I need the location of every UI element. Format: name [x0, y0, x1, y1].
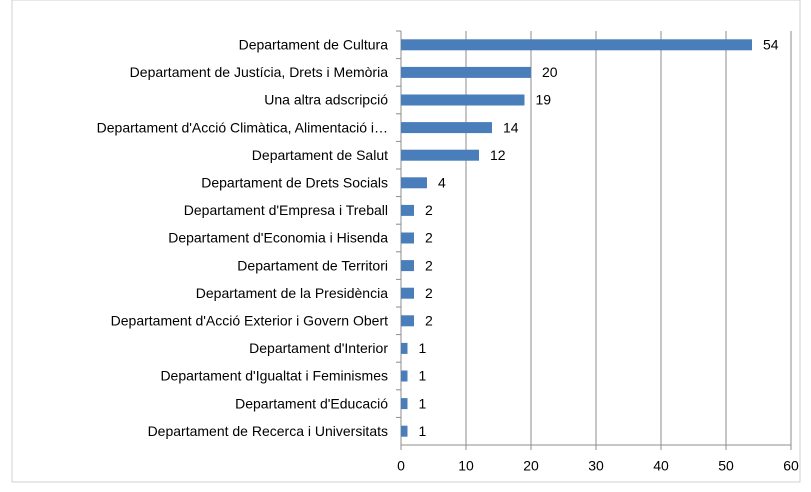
bar: [401, 287, 414, 299]
y-tick-label: Departament d'Educació: [235, 395, 388, 411]
bar: [401, 260, 414, 272]
y-tick-label: Departament de Territori: [237, 257, 388, 273]
y-tick-label: Departament d'Igualtat i Feminismes: [160, 368, 388, 384]
bar: [401, 94, 525, 106]
y-tick-label: Departament d'Acció Exterior i Govern Ob…: [111, 313, 388, 329]
y-tick-label: Departament de Drets Socials: [201, 175, 388, 191]
y-tick-label: Una altra adscripció: [264, 92, 388, 108]
bar: [401, 204, 414, 216]
x-tick-label: 30: [588, 458, 604, 474]
bar: [401, 177, 427, 189]
value-label: 19: [536, 92, 552, 108]
value-label: 2: [425, 313, 433, 329]
bar: [401, 149, 479, 161]
value-label: 2: [425, 202, 433, 218]
y-tick-label: Departament de Salut: [252, 147, 388, 163]
value-label: 2: [425, 257, 433, 273]
x-tick-label: 50: [718, 458, 734, 474]
bar: [401, 342, 408, 354]
bar: [401, 398, 408, 410]
value-label: 2: [425, 285, 433, 301]
bar: [401, 425, 408, 437]
x-tick-label: 0: [397, 458, 405, 474]
value-label: 2: [425, 230, 433, 246]
x-tick-label: 10: [458, 458, 474, 474]
y-tick-label: Departament d'Interior: [249, 340, 388, 356]
value-label: 54: [763, 37, 779, 53]
bar: [401, 39, 752, 51]
x-tick-label: 20: [523, 458, 539, 474]
y-tick-label: Departament de Justícia, Drets i Memòria: [130, 64, 389, 80]
bar: [401, 315, 414, 327]
bar: [401, 232, 414, 244]
value-label: 20: [542, 64, 558, 80]
bar: [401, 370, 408, 382]
x-tick-label: 60: [783, 458, 799, 474]
y-tick-label: Departament de Cultura: [239, 37, 389, 53]
value-label: 1: [419, 423, 427, 439]
value-label: 1: [419, 368, 427, 384]
value-label: 1: [419, 395, 427, 411]
y-tick-label: Departament de la Presidència: [196, 285, 388, 301]
value-label: 4: [438, 175, 446, 191]
value-label: 12: [490, 147, 506, 163]
y-tick-label: Departament de Recerca i Universitats: [148, 423, 388, 439]
value-label: 14: [503, 119, 519, 135]
value-label: 1: [419, 340, 427, 356]
bar: [401, 66, 531, 78]
bar: [401, 122, 492, 134]
y-tick-label: Departament d'Empresa i Treball: [184, 202, 388, 218]
y-tick-label: Departament d'Acció Climàtica, Alimentac…: [97, 119, 388, 135]
x-tick-label: 40: [653, 458, 669, 474]
y-tick-label: Departament d'Economia i Hisenda: [168, 230, 388, 246]
